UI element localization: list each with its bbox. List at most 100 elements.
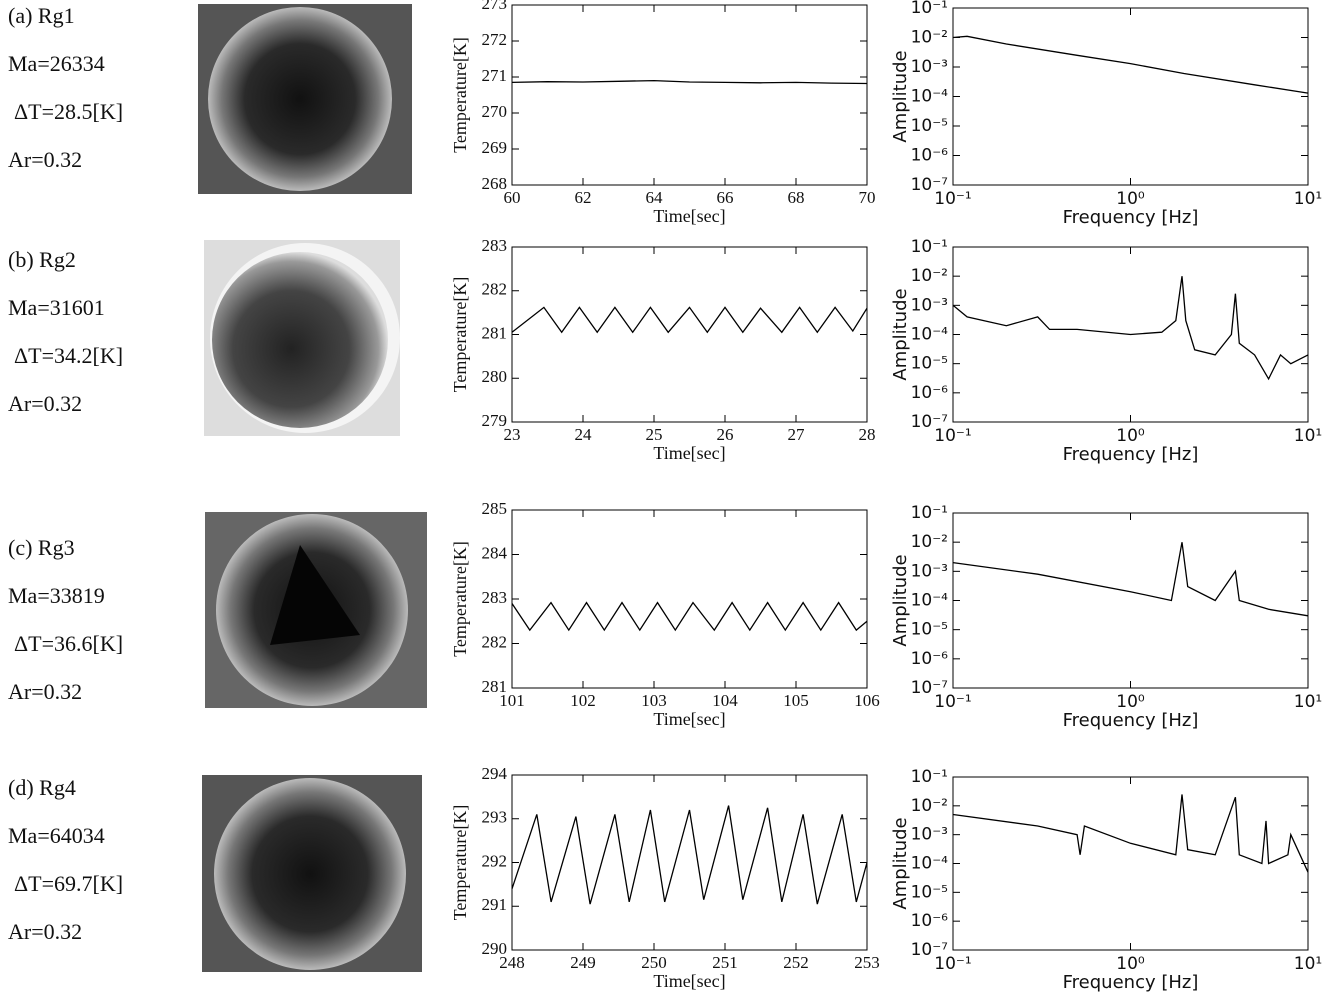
data-line [511, 79, 868, 85]
y-tick-label: 280 [482, 367, 508, 386]
x-tick-label: 101 [499, 691, 525, 710]
y-tick-label: 10⁻⁶ [911, 649, 949, 669]
y-tick-label: 272 [482, 30, 508, 49]
y-tick-label: 270 [482, 102, 508, 121]
data-line [511, 805, 868, 905]
x-tick-label: 68 [788, 188, 805, 207]
y-tick-label: 10⁻¹ [911, 503, 948, 523]
panel-param: Ma=31601 [8, 295, 105, 320]
panel-param: ΔT=28.5[K] [14, 99, 123, 124]
x-tick-label: 253 [854, 953, 880, 972]
y-tick-label: 10⁻⁴ [911, 591, 949, 611]
y-tick-label: 10⁻² [911, 532, 948, 552]
x-tick-label: 60 [504, 188, 521, 207]
panel-param: Ar=0.32 [8, 147, 82, 172]
y-tick-label: 292 [482, 851, 508, 870]
panel-param: Ma=64034 [8, 823, 105, 848]
y-tick-label: 10⁻³ [911, 561, 948, 581]
y-tick-label: 281 [482, 323, 508, 342]
y-tick-label: 10⁻⁶ [911, 146, 949, 166]
panel-label: (c) Rg3 [8, 535, 75, 560]
photo [204, 240, 400, 436]
panel-param: Ar=0.32 [8, 919, 82, 944]
y-tick-label: 284 [482, 543, 508, 562]
panel-label: (a) Rg1 [8, 3, 75, 28]
x-tick-label: 102 [570, 691, 596, 710]
x-tick-label: 103 [641, 691, 667, 710]
panel-param: ΔT=69.7[K] [14, 871, 123, 896]
x-tick-label: 66 [717, 188, 734, 207]
y-tick-label: 268 [482, 174, 508, 193]
photo [198, 4, 412, 194]
y-tick-label: 10⁻⁷ [911, 940, 949, 960]
y-tick-label: 10⁻³ [911, 825, 948, 845]
y-tick-label: 285 [482, 499, 508, 518]
y-tick-label: 10⁻⁶ [911, 383, 949, 403]
x-tick-label: 10¹ [1294, 426, 1322, 446]
data-line [511, 306, 868, 334]
y-axis-label: Amplitude [890, 288, 911, 380]
y-tick-label: 10⁻⁴ [911, 325, 949, 345]
x-axis-label: Frequency [Hz] [1063, 207, 1199, 228]
y-tick-label: 271 [482, 66, 508, 85]
y-tick-label: 10⁻⁷ [911, 412, 949, 432]
photo [202, 775, 422, 972]
y-tick-label: 10⁻⁶ [911, 911, 949, 931]
panel-param: Ar=0.32 [8, 391, 82, 416]
x-axis-label: Time[sec] [653, 206, 725, 226]
x-tick-label: 64 [646, 188, 664, 207]
y-tick-label: 10⁻³ [911, 57, 948, 77]
y-tick-label: 10⁻⁴ [911, 854, 949, 874]
y-tick-label: 281 [482, 677, 508, 696]
x-tick-label: 251 [712, 953, 738, 972]
y-axis-label: Temperature[K] [450, 805, 470, 921]
x-tick-label: 10⁻¹ [934, 954, 971, 974]
data-line [952, 542, 1309, 617]
x-axis-label: Time[sec] [653, 709, 725, 729]
y-tick-label: 10⁻⁷ [911, 175, 949, 195]
x-tick-label: 10⁰ [1116, 692, 1145, 712]
photo [205, 512, 427, 708]
y-tick-label: 291 [482, 895, 508, 914]
y-tick-label: 282 [482, 280, 508, 299]
plot-frame [511, 774, 868, 951]
y-tick-label: 10⁻² [911, 796, 948, 816]
x-tick-label: 27 [788, 425, 806, 444]
y-tick-label: 10⁻⁵ [911, 354, 948, 374]
x-tick-label: 10¹ [1294, 954, 1322, 974]
plot-frame [511, 509, 868, 689]
x-tick-label: 24 [575, 425, 593, 444]
x-tick-label: 248 [499, 953, 525, 972]
plot-frame [511, 4, 868, 186]
panel-param: ΔT=36.6[K] [14, 631, 123, 656]
panel-param: Ma=33819 [8, 583, 105, 608]
x-tick-label: 70 [859, 188, 876, 207]
x-tick-label: 249 [570, 953, 596, 972]
panel-param: ΔT=34.2[K] [14, 343, 123, 368]
y-tick-label: 10⁻² [911, 266, 948, 286]
y-axis-label: Amplitude [890, 50, 911, 142]
y-tick-label: 290 [482, 939, 508, 958]
y-tick-label: 10⁻⁴ [911, 87, 949, 107]
y-tick-label: 269 [482, 138, 508, 157]
x-tick-label: 252 [783, 953, 809, 972]
y-tick-label: 273 [482, 0, 508, 13]
y-tick-label: 283 [482, 236, 508, 255]
x-axis-label: Frequency [Hz] [1063, 972, 1199, 993]
plot-frame [511, 246, 868, 423]
y-axis-label: Amplitude [890, 554, 911, 646]
panel-label: (d) Rg4 [8, 775, 76, 800]
x-tick-label: 10⁻¹ [934, 189, 971, 209]
y-tick-label: 283 [482, 588, 508, 607]
x-tick-label: 10¹ [1294, 692, 1322, 712]
y-axis-label: Temperature[K] [450, 277, 470, 393]
x-tick-label: 104 [712, 691, 738, 710]
x-tick-label: 28 [859, 425, 876, 444]
y-tick-label: 279 [482, 411, 508, 430]
y-tick-label: 10⁻⁵ [911, 116, 948, 136]
panel-param: Ma=26334 [8, 51, 105, 76]
x-tick-label: 26 [717, 425, 734, 444]
y-axis-label: Temperature[K] [450, 37, 470, 153]
y-axis-label: Temperature[K] [450, 541, 470, 657]
y-tick-label: 293 [482, 808, 508, 827]
